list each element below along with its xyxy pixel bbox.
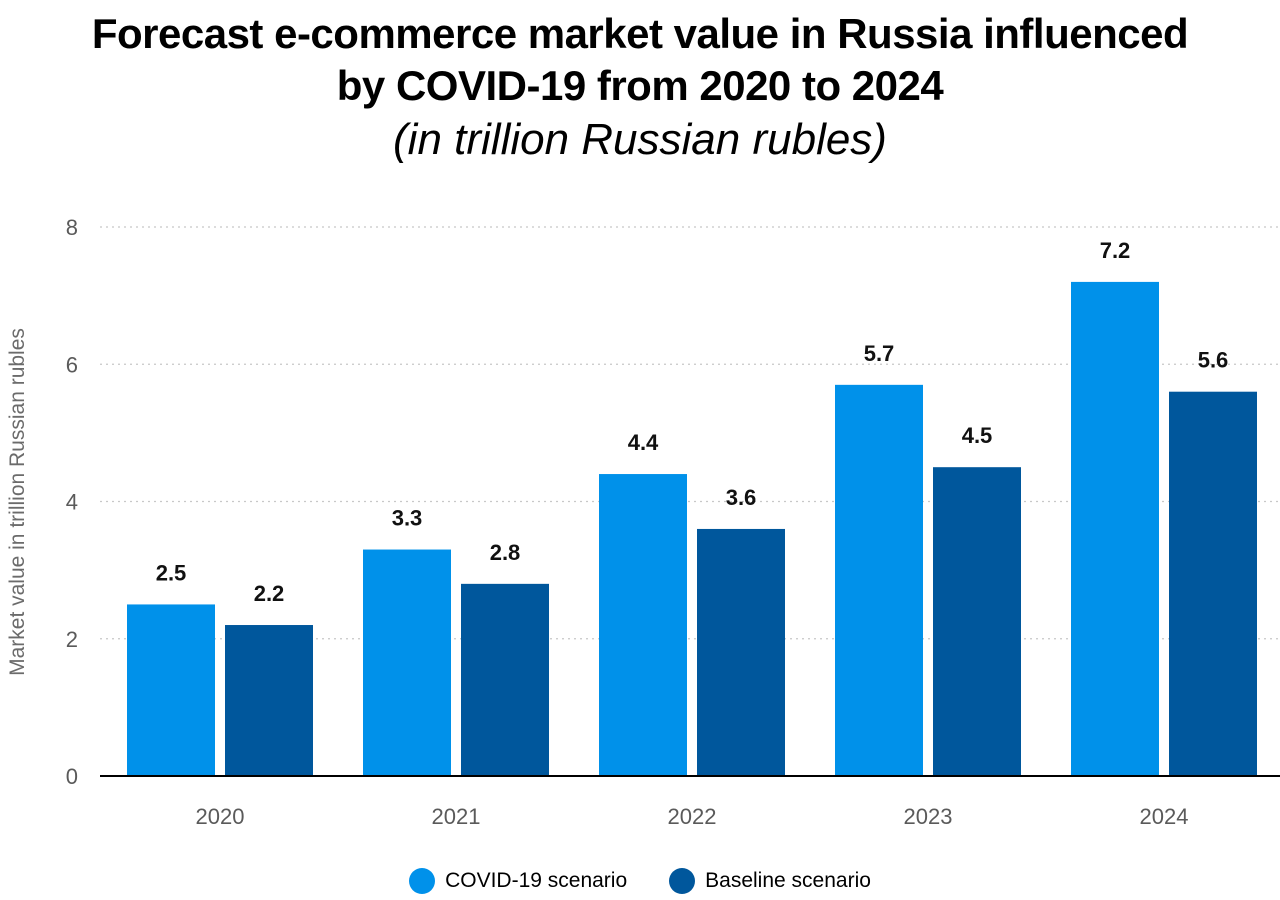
data-label: 5.6	[1198, 348, 1229, 373]
bar-covid-2022	[599, 474, 687, 776]
bar-covid-2023	[835, 384, 923, 776]
data-label: 5.7	[864, 341, 895, 366]
legend-label-covid: COVID-19 scenario	[445, 869, 628, 892]
legend-swatch-covid	[409, 868, 436, 894]
bar-chart: 0 2 4 6 8 Market value in trillion Russian r…	[6, 215, 1280, 829]
y-tick-label: 8	[66, 215, 78, 240]
bar-covid-2024	[1071, 281, 1159, 776]
bar-covid-2020	[127, 604, 215, 776]
y-tick-label: 0	[66, 764, 78, 789]
x-category-label: 2024	[1140, 804, 1189, 829]
data-label: 2.2	[254, 581, 285, 606]
data-label: 3.3	[392, 506, 423, 531]
bar-baseline-2024	[1169, 391, 1257, 776]
bar-baseline-2022	[697, 528, 785, 776]
legend-item-covid: COVID-19 scenario	[409, 868, 627, 894]
bar-baseline-2021	[461, 583, 549, 776]
y-axis-title: Market value in trillion Russian rubles	[6, 328, 29, 676]
bar-baseline-2020	[225, 625, 313, 776]
chart-title: Forecast e-commerce market value in Russ…	[91, 10, 1189, 109]
x-category-label: 2021	[432, 804, 481, 829]
y-axis-ticks: 0 2 4 6 8	[66, 215, 78, 789]
data-label: 3.6	[726, 485, 757, 510]
x-category-label: 2022	[668, 804, 717, 829]
y-tick-label: 2	[66, 627, 78, 652]
legend-swatch-baseline	[669, 868, 696, 894]
gridlines	[100, 226, 1280, 640]
data-label: 4.5	[962, 423, 993, 448]
x-category-label: 2020	[196, 804, 245, 829]
legend-item-baseline: Baseline scenario	[669, 868, 871, 894]
bar-covid-2021	[363, 549, 451, 776]
bar-baseline-2023	[933, 467, 1021, 776]
data-label: 2.8	[490, 540, 521, 565]
y-tick-label: 6	[66, 352, 78, 377]
x-axis-categories: 2020 2021 2022 2023 2024	[196, 804, 1189, 829]
data-label: 2.5	[156, 560, 187, 585]
bars	[127, 281, 1257, 776]
y-tick-label: 4	[66, 490, 78, 515]
data-labels: 2.5 2.2 3.3 2.8 4.4 3.6 5.7 4.5 7.2 5.6	[156, 238, 1229, 606]
legend: COVID-19 scenario Baseline scenario	[0, 868, 1280, 894]
data-label: 4.4	[628, 430, 659, 455]
chart-subtitle: (in trillion Russian rubles)	[393, 115, 887, 164]
chart-header: Forecast e-commerce market value in Russ…	[0, 0, 1280, 168]
data-label: 7.2	[1100, 238, 1131, 263]
x-category-label: 2023	[904, 804, 953, 829]
legend-label-baseline: Baseline scenario	[705, 869, 871, 892]
